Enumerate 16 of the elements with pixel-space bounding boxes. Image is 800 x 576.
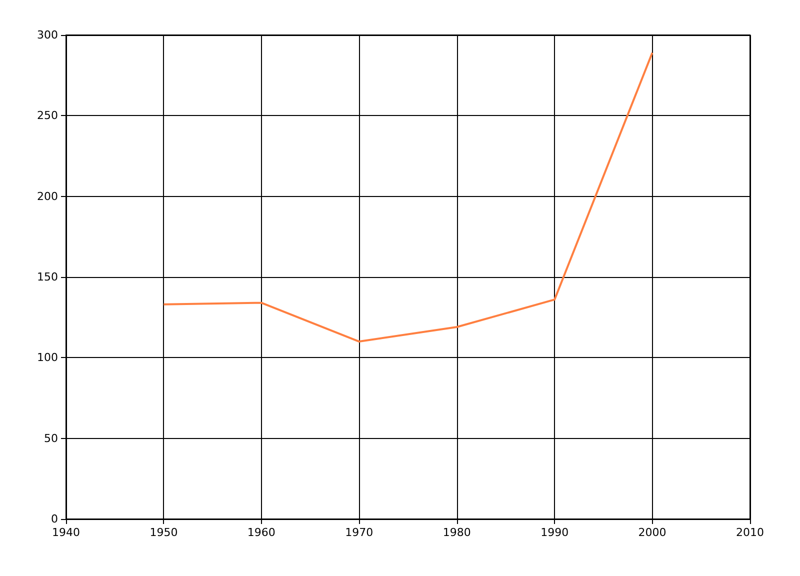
- x-tick-label: 1980: [442, 526, 471, 539]
- y-tick-label: 250: [37, 109, 58, 122]
- y-tick-label: 0: [51, 512, 58, 526]
- x-tick-label: 1960: [247, 526, 276, 539]
- y-tick-label: 100: [37, 351, 58, 364]
- x-tick-label: 1940: [52, 526, 80, 539]
- x-tick-label: 1990: [540, 526, 569, 539]
- x-tick-label: 2010: [736, 526, 764, 539]
- line-series: [162, 52, 654, 343]
- y-tick-label: 150: [37, 270, 58, 284]
- y-tick-label: 300: [37, 28, 58, 42]
- x-tick-label: 1950: [150, 526, 178, 539]
- y-tick-label: 200: [37, 190, 58, 203]
- x-tick-label: 2000: [638, 526, 666, 539]
- x-tick-label: 1970: [345, 526, 374, 539]
- y-tick-label: 50: [44, 432, 58, 445]
